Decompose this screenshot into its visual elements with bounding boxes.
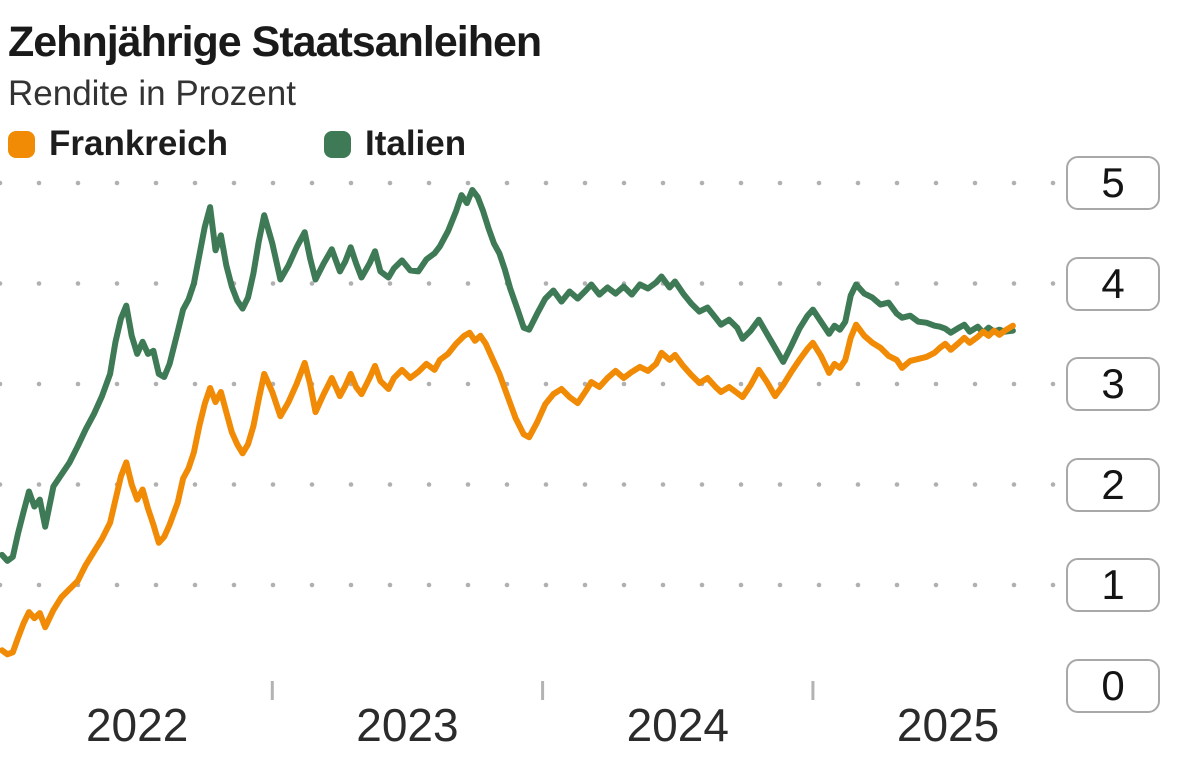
x-axis-label-2024: 2024 bbox=[626, 699, 729, 751]
chart-title: Zehnjährige Staatsanleihen bbox=[8, 18, 542, 66]
x-axis-label-2025: 2025 bbox=[896, 699, 1000, 751]
legend-item-frankreich: Frankreich bbox=[8, 124, 228, 164]
y-axis-label-2: 2 bbox=[1066, 457, 1160, 512]
italien-color-swatch bbox=[323, 130, 351, 158]
x-axis-label-2023: 2023 bbox=[356, 699, 459, 751]
y-axis-label-3: 3 bbox=[1066, 357, 1160, 411]
series-line-frankreich bbox=[0, 321, 1016, 658]
y-axis-label-4: 4 bbox=[1066, 256, 1160, 311]
x-axis-label-2022: 2022 bbox=[85, 699, 189, 751]
y-axis-label-0: 0 bbox=[1066, 658, 1160, 713]
frankreich-color-swatch bbox=[8, 130, 35, 158]
chart-subtitle: Rendite in Prozent bbox=[8, 74, 296, 113]
gridline-dots bbox=[0, 180, 1056, 588]
y-axis-label-1: 1 bbox=[1066, 558, 1160, 612]
legend: Frankreich Italien bbox=[8, 124, 466, 164]
y-axis-label-5: 5 bbox=[1066, 156, 1160, 210]
x-axis-tick-marks bbox=[270, 681, 815, 700]
legend-label-italien: Italien bbox=[364, 124, 467, 163]
series-line-italien bbox=[0, 187, 1016, 564]
legend-label-frankreich: Frankreich bbox=[49, 124, 228, 163]
legend-item-italien: Italien bbox=[323, 124, 467, 164]
